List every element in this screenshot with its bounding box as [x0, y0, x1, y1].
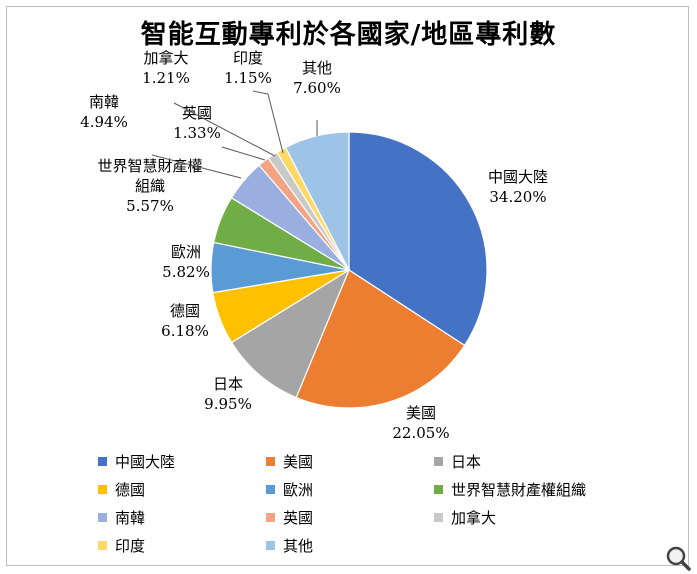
legend-label: 其他 — [283, 536, 314, 555]
legend-item: 世界智慧財產權組織 — [434, 480, 658, 499]
legend-swatch — [98, 540, 107, 550]
magnifier-icon[interactable] — [665, 545, 691, 571]
data-label-pct: 1.33% — [173, 124, 221, 142]
leader-line-加拿大 — [173, 102, 276, 157]
data-label-pct: 34.20% — [489, 188, 546, 206]
data-label-pct: 4.94% — [80, 113, 128, 131]
data-label-pct: 22.05% — [392, 424, 449, 442]
data-label-pct: 7.60% — [293, 79, 341, 97]
data-label-name: 印度 — [233, 49, 263, 67]
legend-label: 英國 — [283, 508, 314, 527]
data-label-name: 日本 — [213, 375, 243, 393]
legend-label: 日本 — [451, 452, 482, 471]
legend-item: 中國大陸 — [98, 452, 266, 471]
leader-line-印度 — [252, 90, 284, 154]
leader-line-南韓 — [151, 154, 242, 179]
data-label-name: 美國 — [406, 404, 436, 422]
pie-slice-其他 — [284, 131, 350, 271]
legend-item: 英國 — [266, 508, 434, 527]
legend-label: 中國大陸 — [115, 452, 176, 471]
legend-label: 美國 — [283, 452, 314, 471]
data-label-name: 世界智慧財產權 — [97, 157, 202, 175]
legend-label: 世界智慧財產權組織 — [451, 480, 587, 499]
data-label-name: 其他 — [302, 59, 332, 77]
legend-item: 美國 — [266, 452, 434, 471]
legend-label: 加拿大 — [451, 508, 497, 527]
legend-swatch — [98, 456, 107, 466]
data-label-pct: 6.18% — [161, 322, 209, 340]
legend-label: 歐洲 — [283, 480, 314, 499]
legend-item: 日本 — [434, 452, 658, 471]
legend-swatch — [98, 512, 107, 522]
legend-swatch — [266, 512, 275, 522]
legend-item: 南韓 — [98, 508, 266, 527]
data-label-name: 加拿大 — [143, 49, 188, 67]
legend-label: 印度 — [115, 536, 146, 555]
legend-label: 德國 — [115, 480, 146, 499]
legend-label: 南韓 — [115, 508, 146, 527]
data-label-name: 南韓 — [89, 93, 119, 111]
leader-line-英國 — [221, 146, 266, 161]
data-label-name: 組織 — [135, 177, 165, 195]
legend-swatch — [434, 484, 443, 494]
data-label-pct: 5.82% — [162, 263, 210, 281]
chart-legend: 中國大陸 美國 日本德國 歐洲 世界智慧財產權組織南韓 英國 加拿大印度 其他 — [98, 452, 658, 555]
pie-slice-日本 — [230, 268, 351, 399]
legend-swatch — [266, 540, 275, 550]
legend-swatch — [266, 484, 275, 494]
legend-swatch — [266, 456, 275, 466]
legend-item: 德國 — [98, 480, 266, 499]
data-label-name: 德國 — [170, 302, 200, 320]
legend-item: 其他 — [266, 536, 434, 555]
data-label-pct: 5.57% — [126, 197, 174, 215]
legend-swatch — [434, 456, 443, 466]
data-label-pct: 1.21% — [142, 69, 190, 87]
legend-item: 歐洲 — [266, 480, 434, 499]
data-label-name: 英國 — [182, 104, 212, 122]
data-label-name: 歐洲 — [171, 243, 201, 261]
legend-swatch — [98, 484, 107, 494]
legend-swatch — [434, 512, 443, 522]
data-label-pct: 9.95% — [204, 395, 252, 413]
data-label-name: 中國大陸 — [488, 168, 548, 186]
pie-slice-美國 — [295, 269, 466, 409]
legend-item: 加拿大 — [434, 508, 658, 527]
data-label-pct: 1.15% — [224, 69, 272, 87]
chart-title: 智能互動專利於各國家/地區專利數 — [140, 20, 557, 50]
legend-item: 印度 — [98, 536, 266, 555]
